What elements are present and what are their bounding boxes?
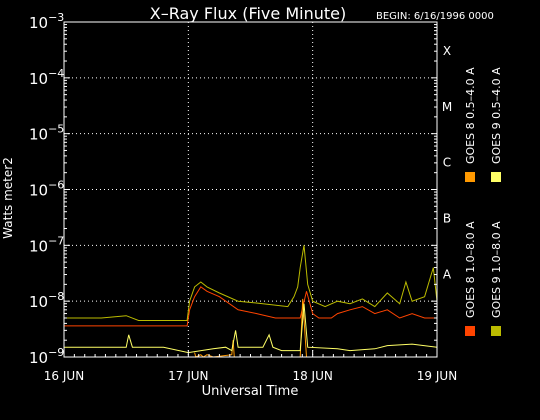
flare-class-a: A [443,267,452,281]
series-line-3 [64,303,438,354]
begin-label: BEGIN: 6/16/1996 0000 [376,11,494,22]
x-tick-label-1: 17 JUN [168,369,208,383]
series-line-2 [64,245,438,321]
x-tick-label-2: 18 JUN [292,369,332,383]
flare-class-c: C [443,156,451,170]
y-tick-exponent-5: −8 [48,290,64,303]
legend-label-3: GOES 9 0.5–4.0 A [490,67,503,164]
legend-label-0: GOES 8 1.0–8.0 A [464,221,477,318]
x-tick-label-3: 19 JUN [417,369,457,383]
chart-title: X–Ray Flux (Five Minute) [150,4,346,23]
series-layer [64,245,438,358]
y-tick-exponent-2: −5 [48,123,64,136]
x-axis-label: Universal Time [202,384,299,399]
y-tick-exponent-1: −4 [48,67,64,80]
legend-swatch-2 [491,326,501,336]
x-tick-label-0: 16 JUN [44,369,84,383]
y-axis-label: Watts meter2 [1,157,15,239]
legend-swatch-0 [465,326,475,336]
legend: GOES 8 1.0–8.0 A GOES 8 0.5–4.0 A GOES 9 1… [464,67,503,336]
legend-label-2: GOES 9 1.0–8.0 A [490,221,503,318]
flare-class-b: B [443,211,451,225]
y-tick-exponent-3: −6 [48,179,64,192]
flare-class-x: X [443,44,451,58]
y-tick-exponent-4: −7 [48,234,64,247]
legend-swatch-3 [491,172,501,182]
flare-class-m: M [442,100,452,114]
legend-label-1: GOES 8 0.5–4.0 A [464,67,477,164]
axis-layer: 10−310−410−510−610−710−810−916 JUN 17 JUN… [29,11,457,383]
y-tick-exponent-6: −9 [48,346,64,359]
legend-swatch-1 [465,172,475,182]
series-line-0 [64,286,437,327]
y-tick-exponent-0: −3 [48,11,64,24]
